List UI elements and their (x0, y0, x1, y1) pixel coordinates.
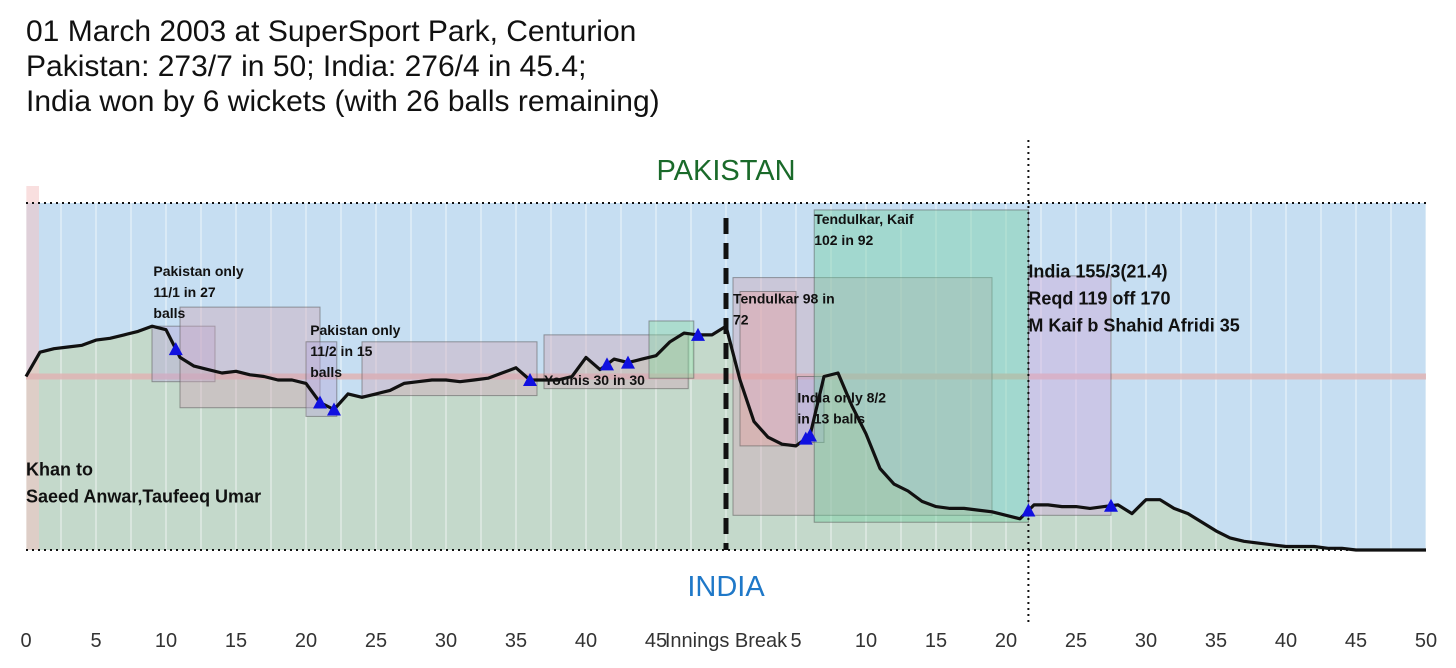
annotation: India 155/3(21.4) Reqd 119 off 170 M Kaif … (1028, 262, 1239, 336)
annotation: Pakistan only 11/1 in 27 balls (153, 263, 243, 321)
annotation-line: 72 (733, 312, 749, 328)
x-tick-label: 10 (855, 630, 877, 652)
annotation: Pakistan only 11/2 in 15 balls (310, 322, 400, 380)
partnership-box (1027, 275, 1112, 516)
team-label-india: INDIA (687, 571, 765, 603)
x-tick-labels-layer: 0 5 10 15 20 25 30 35 40 45 5 10 15 20 25 30 35 40 45 50 (20, 630, 1437, 652)
annotation: India only 8/2 in 13 balls (797, 390, 886, 427)
wicket-marker (523, 372, 537, 386)
annotation-line: balls (310, 364, 342, 380)
annotation: Tendulkar, Kaif 102 in 92 (814, 211, 914, 248)
x-tick-label: 10 (155, 630, 177, 652)
innings-break-label: Innings Break (665, 630, 788, 652)
wicket-marker (621, 355, 635, 369)
annotation-line: Pakistan only (153, 263, 243, 279)
x-tick-label: 30 (1135, 630, 1157, 652)
wicket-marker (168, 342, 183, 356)
x-tick-label: 5 (90, 630, 101, 652)
x-tick-label: 5 (790, 630, 801, 652)
partnership-box (543, 334, 689, 390)
title-line-venue: 01 March 2003 at SuperSport Park, Centur… (26, 15, 637, 48)
annotation-line: 102 in 92 (814, 232, 873, 248)
x-tick-label: 45 (645, 630, 667, 652)
x-tick-label: 45 (1345, 630, 1367, 652)
wicket-marker (691, 327, 705, 341)
x-tick-label: 50 (1415, 630, 1437, 652)
x-tick-label: 25 (365, 630, 387, 652)
x-tick-label: 35 (505, 630, 527, 652)
wicket-marker (1021, 503, 1036, 517)
partnership-box (648, 320, 695, 379)
partnership-box (179, 306, 321, 409)
x-tick-label: 15 (925, 630, 947, 652)
annotation-line: Khan to (26, 459, 93, 479)
partnership-boxes-layer (151, 209, 1112, 523)
annotation-line: Saeed Anwar,Taufeeq Umar (26, 486, 261, 506)
annotation-line: Pakistan only (310, 322, 400, 338)
partnership-box (361, 341, 538, 397)
wicket-marker (600, 357, 614, 371)
partnership-box (739, 290, 797, 447)
annotation-line: Younis 30 in 30 (544, 372, 645, 388)
title-line-result: India won by 6 wickets (with 26 balls re… (26, 85, 660, 118)
annotation-line: India 155/3(21.4) (1028, 262, 1167, 282)
annotation-line: 11/1 in 27 (153, 284, 215, 300)
title-line-scores: Pakistan: 273/7 in 50; India: 276/4 in 4… (26, 50, 587, 83)
annotation-line: M Kaif b Shahid Afridi 35 (1028, 316, 1239, 336)
wicket-marker (1104, 498, 1118, 512)
reference-lines-layer (26, 140, 1426, 622)
x-tick-label: 30 (435, 630, 457, 652)
wicket-marker (313, 395, 327, 409)
wicket-marker (803, 428, 817, 442)
team-label-pakistan: PAKISTAN (656, 155, 795, 187)
annotation-line: India only 8/2 (797, 390, 886, 406)
annotation-line: Tendulkar, Kaif (814, 211, 914, 227)
x-tick-label: 0 (20, 630, 31, 652)
wicket-marker (327, 402, 341, 416)
partnership-box (151, 325, 216, 383)
chart-title: 01 March 2003 at SuperSport Park, Centur… (26, 14, 660, 119)
x-tick-label: 40 (1275, 630, 1297, 652)
x-tick-label: 25 (1065, 630, 1087, 652)
annotation: Younis 30 in 30 (544, 372, 645, 388)
x-tick-label: 20 (995, 630, 1017, 652)
annotation-line: balls (153, 305, 185, 321)
annotation: Khan to Saeed Anwar,Taufeeq Umar (26, 459, 261, 506)
annotation-line: in 13 balls (797, 411, 865, 427)
annotation-line: 11/2 in 15 (310, 343, 372, 359)
annotation: Tendulkar 98 in 72 (733, 291, 835, 328)
annotation-line: Tendulkar 98 in (733, 291, 835, 307)
x-tick-label: 35 (1205, 630, 1227, 652)
partnership-box (813, 209, 1029, 523)
x-tick-label: 20 (295, 630, 317, 652)
partnership-box (732, 277, 993, 516)
x-tick-label: 15 (225, 630, 247, 652)
annotation-line: Reqd 119 off 170 (1028, 289, 1170, 309)
wicket-markers-layer (168, 327, 1118, 517)
x-tick-label: 40 (575, 630, 597, 652)
